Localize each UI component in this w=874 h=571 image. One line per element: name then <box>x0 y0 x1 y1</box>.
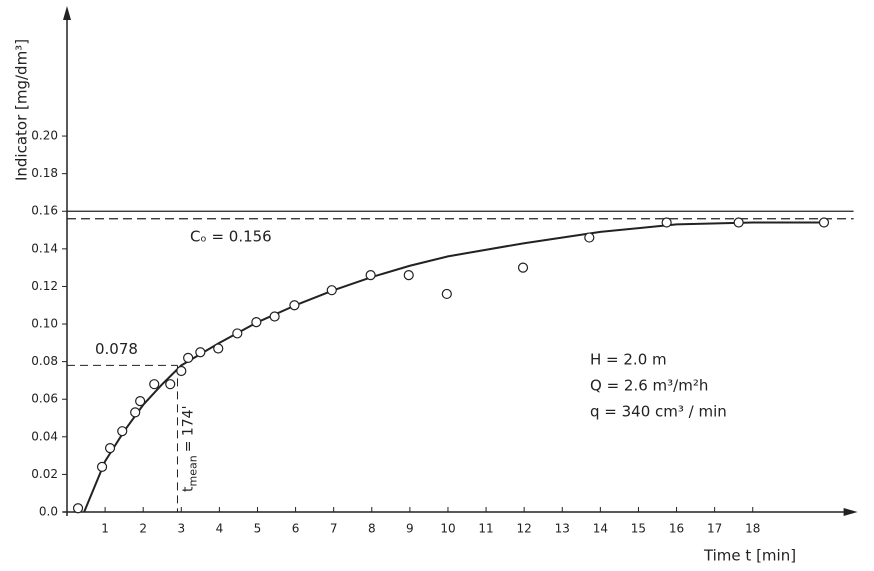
x-tick-label: 18 <box>745 522 760 536</box>
fitted-curve <box>83 221 826 513</box>
data-point <box>183 352 194 363</box>
x-tick-label: 13 <box>555 522 570 536</box>
y-tick-label: 0.12 <box>31 279 58 293</box>
data-point <box>584 232 595 243</box>
y-tick-label: 0.08 <box>31 354 58 368</box>
data-point <box>135 395 146 407</box>
x-tick-label: 2 <box>139 522 147 536</box>
y-tick-label: 0.04 <box>31 429 58 443</box>
data-point <box>441 288 452 300</box>
data-point <box>96 461 108 472</box>
data-point <box>365 270 376 281</box>
y-tick-label: 0.14 <box>31 241 58 255</box>
x-tick-label: 5 <box>254 522 262 536</box>
x-tick-label: 10 <box>440 522 455 536</box>
x-tick-label: 14 <box>593 522 608 536</box>
y-tick-label: 0.06 <box>31 392 58 406</box>
x-axis-arrow <box>843 508 858 516</box>
data-point <box>195 347 206 358</box>
data-point <box>269 311 280 322</box>
data-point <box>403 270 414 281</box>
y-tick-label: 0.20 <box>31 129 58 143</box>
y-tick-label: 0.16 <box>31 204 58 218</box>
x-tick-label: 15 <box>631 522 646 536</box>
data-point <box>117 426 128 437</box>
data-point <box>289 300 300 311</box>
x-tick-label: 3 <box>177 522 185 536</box>
y-tick-label: 0.10 <box>31 317 58 331</box>
data-point <box>176 365 187 377</box>
y-axis-arrow <box>63 6 71 20</box>
y-tick-label: 0.18 <box>31 166 58 180</box>
y-axis-label: Indicator [mg/dm³] <box>13 39 31 181</box>
x-tick-label: 9 <box>406 522 414 536</box>
mean-y-label: 0.078 <box>95 340 138 358</box>
annotation: Q = 2.6 m³/m²h <box>590 377 708 395</box>
x-tick-label: 11 <box>478 522 493 536</box>
annotation: q = 340 cm³ / min <box>590 403 727 421</box>
annotation: H = 2.0 m <box>590 351 667 369</box>
data-point <box>733 217 744 228</box>
data-point <box>661 217 672 228</box>
data-point <box>72 503 84 514</box>
x-tick-label: 16 <box>669 522 684 536</box>
x-tick-label: 12 <box>517 522 532 536</box>
x-tick-label: 17 <box>707 522 722 536</box>
reference-label: Cₒ = 0.156 <box>190 227 272 245</box>
y-tick-label: 0.0 <box>39 505 58 519</box>
data-point <box>251 317 262 328</box>
x-tick-label: 4 <box>216 522 224 536</box>
x-axis-label: Time t [min] <box>703 547 796 565</box>
x-tick-label: 6 <box>292 522 300 536</box>
mean-sub: mean <box>186 455 199 486</box>
mean-text: = 174' <box>180 406 196 453</box>
data-point <box>213 343 224 354</box>
x-tick-label: 7 <box>330 522 338 536</box>
data-point <box>232 328 243 339</box>
data-point <box>326 285 337 296</box>
data-point <box>130 407 141 418</box>
y-tick-label: 0.02 <box>31 467 58 481</box>
data-point <box>149 379 160 390</box>
data-point <box>818 217 830 228</box>
x-tick-label: 1 <box>101 522 109 536</box>
data-point <box>165 379 176 390</box>
mean-label: tmean = 174' <box>180 406 199 492</box>
data-point <box>104 442 116 454</box>
data-point <box>517 262 529 273</box>
x-tick-label: 8 <box>368 522 376 536</box>
mean-t: t <box>180 486 196 492</box>
